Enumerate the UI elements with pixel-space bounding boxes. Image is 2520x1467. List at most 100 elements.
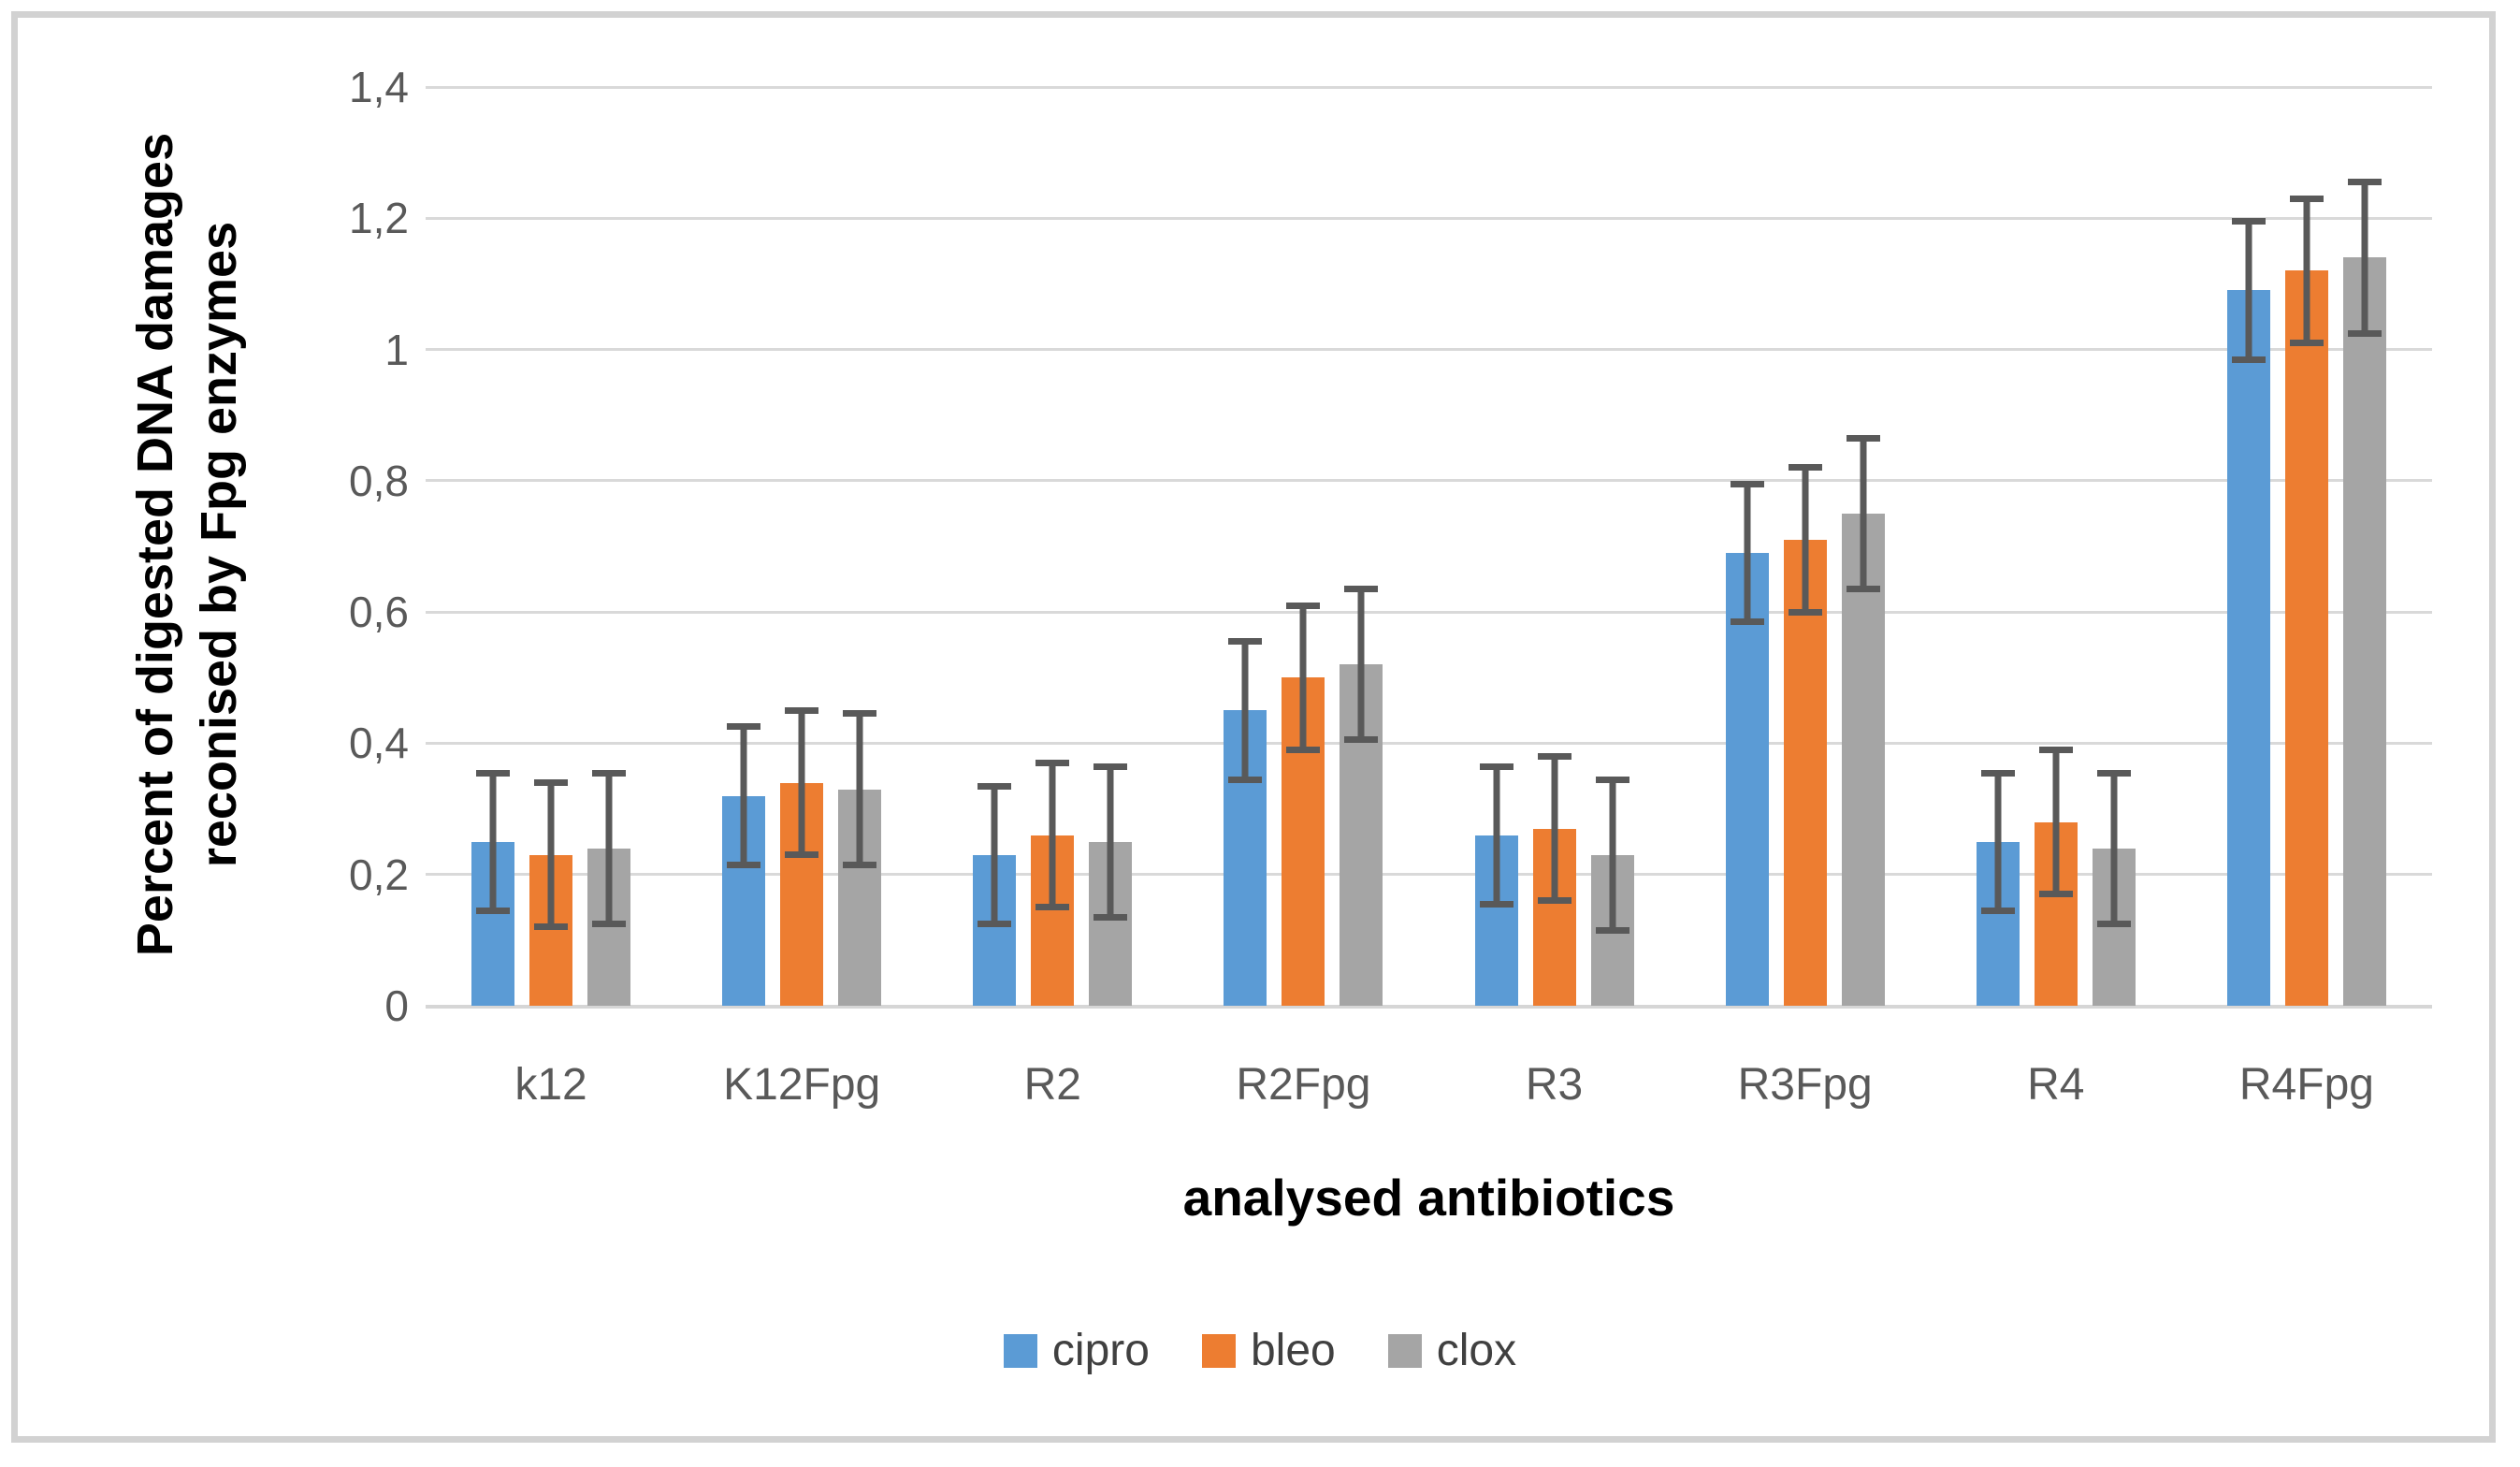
bar-bleo-R3 — [1532, 752, 1576, 1006]
error-bar-cap-top — [2347, 179, 2382, 186]
bar-cipro-R4Fpg — [2226, 218, 2270, 1006]
error-bar-cap-top — [843, 710, 877, 718]
y-tick-label: 0,8 — [349, 456, 409, 505]
error-bar-cap-top — [1788, 464, 1822, 472]
bar-bleo-K12Fpg — [780, 706, 824, 1006]
error-bar-cap-top — [1846, 434, 1880, 442]
error-bar-cap-top — [592, 769, 627, 777]
gridline — [426, 479, 2432, 483]
bar-clox-R2 — [1089, 763, 1133, 1006]
error-bar-line — [991, 786, 998, 924]
error-bar-line — [1299, 605, 1307, 750]
bar-bleo-R3Fpg — [1783, 464, 1827, 1006]
legend-item-clox: clox — [1387, 1329, 1516, 1373]
error-bar-cap-bottom — [1093, 913, 1128, 921]
y-tick-label: 0 — [384, 981, 409, 1030]
y-tick-label: 0,4 — [349, 719, 409, 768]
error-bar-line — [1802, 467, 1809, 613]
error-bar-cap-top — [1344, 586, 1379, 593]
error-bar-cap-top — [1730, 480, 1764, 487]
error-bar-cap-bottom — [1479, 900, 1513, 908]
error-bar-cap-bottom — [1286, 746, 1321, 753]
error-bar-cap-bottom — [534, 923, 569, 931]
bar-group-R3Fpg — [1680, 87, 1931, 1006]
error-bar-line — [2245, 221, 2252, 360]
error-bar-line — [1860, 438, 1867, 589]
error-bar-cap-bottom — [2289, 340, 2324, 347]
error-bar-cap-top — [727, 723, 761, 731]
bar-bleo-R2 — [1031, 759, 1075, 1006]
bar-bleo-R4 — [2034, 746, 2078, 1006]
error-bar-cap-top — [1093, 763, 1128, 770]
y-axis-title-line1: Percent of digested DNA damages — [127, 132, 183, 957]
error-bar-line — [1049, 763, 1056, 908]
bar-cipro-R3Fpg — [1725, 480, 1769, 1006]
gridline — [426, 216, 2432, 220]
error-bar-cap-bottom — [2038, 891, 2073, 898]
gridline — [426, 85, 2432, 89]
bar-group-R2Fpg — [1178, 87, 1428, 1006]
gridline — [426, 348, 2432, 352]
error-bar-cap-bottom — [1344, 736, 1379, 744]
error-bar-line — [2052, 749, 2060, 894]
bar-cipro-R4 — [1976, 769, 2020, 1006]
y-tick-label: 0,2 — [349, 850, 409, 899]
bar-group-k12 — [426, 87, 676, 1006]
error-bar-line — [740, 726, 747, 865]
bar-bleo-R2Fpg — [1282, 602, 1325, 1006]
legend-swatch-cipro — [1003, 1334, 1037, 1368]
error-bar-cap-top — [2289, 195, 2324, 202]
error-bar-cap-top — [1036, 759, 1070, 766]
error-bar-cap-bottom — [785, 851, 819, 859]
legend-swatch-bleo — [1201, 1334, 1236, 1368]
category-label-R2Fpg: R2Fpg — [1236, 1060, 1371, 1110]
bar-group-R2 — [927, 87, 1178, 1006]
error-bar-cap-top — [1980, 769, 2015, 777]
error-bar-cap-top — [1286, 602, 1321, 609]
y-tick-label: 0,6 — [349, 588, 409, 637]
error-bar-line — [798, 710, 805, 855]
error-bar-line — [1609, 779, 1616, 931]
plot-area — [426, 85, 2432, 1009]
gridline — [426, 610, 2432, 614]
bar-clox-R4 — [2092, 769, 2136, 1006]
bar-clox-k12 — [587, 769, 631, 1006]
legend-item-cipro: cipro — [1003, 1329, 1150, 1373]
category-label-R2: R2 — [1023, 1060, 1081, 1110]
category-label-R4Fpg: R4Fpg — [2238, 1060, 2374, 1110]
bar-clox-K12Fpg — [838, 710, 882, 1006]
error-bar-line — [1744, 484, 1751, 622]
error-bar-cap-bottom — [1228, 776, 1263, 783]
error-bar-cap-bottom — [2096, 920, 2131, 927]
category-label-R3: R3 — [1525, 1060, 1584, 1110]
bar-group-K12Fpg — [676, 87, 927, 1006]
error-bar-cap-bottom — [1036, 904, 1070, 911]
error-bar-line — [1107, 766, 1114, 918]
y-tick-label: 1,4 — [349, 63, 409, 111]
error-bar-line — [2303, 198, 2310, 343]
error-bar-cap-top — [476, 769, 511, 777]
category-label-R3Fpg: R3Fpg — [1737, 1060, 1873, 1110]
bar-cipro-K12Fpg — [722, 723, 766, 1006]
error-bar-cap-bottom — [476, 907, 511, 914]
error-bar-cap-bottom — [2231, 356, 2266, 363]
error-bar-cap-bottom — [978, 920, 1012, 927]
error-bar-line — [856, 713, 863, 865]
error-bar-line — [1357, 588, 1365, 740]
error-bar-cap-bottom — [1595, 926, 1629, 934]
error-bar-cap-top — [534, 779, 569, 787]
bar-clox-R3 — [1590, 776, 1634, 1006]
bar-clox-R2Fpg — [1340, 586, 1383, 1006]
bar-bleo-k12 — [529, 779, 573, 1006]
y-tick-label: 1,2 — [349, 194, 409, 243]
error-bar-cap-bottom — [1788, 608, 1822, 616]
error-bar-line — [2110, 773, 2118, 924]
bar-group-R4Fpg — [2181, 87, 2432, 1006]
error-bar-cap-bottom — [1730, 618, 1764, 626]
error-bar-line — [1551, 756, 1558, 901]
error-bar-cap-top — [1228, 638, 1263, 646]
gridline — [426, 741, 2432, 745]
error-bar-line — [1994, 773, 2002, 911]
bar-cipro-R2 — [973, 782, 1017, 1006]
y-axis-title-line2: reconised by Fpg enzymes — [191, 221, 247, 868]
